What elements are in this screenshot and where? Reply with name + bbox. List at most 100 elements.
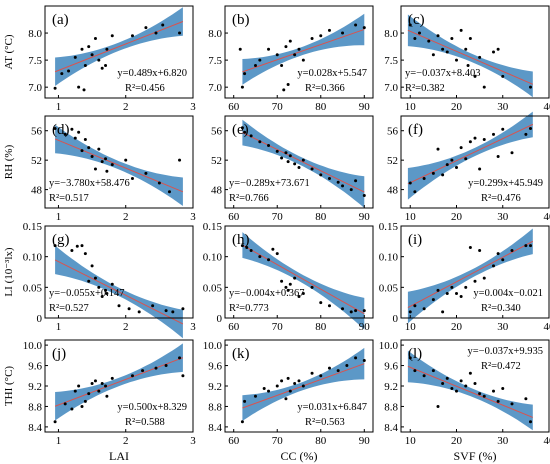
data-point	[271, 247, 275, 251]
r-squared: R²=0.456	[125, 83, 165, 94]
data-point	[110, 163, 114, 167]
x-axis-label: LAI	[109, 449, 129, 463]
data-point	[354, 309, 358, 313]
y-tick-label: 8.4	[208, 422, 222, 434]
data-point	[501, 127, 505, 131]
data-point	[284, 397, 288, 401]
x-tick-label: 10	[405, 321, 417, 333]
data-point	[492, 50, 495, 54]
data-point	[319, 374, 323, 378]
data-point	[293, 381, 297, 385]
data-point	[249, 134, 253, 138]
data-point	[90, 381, 94, 385]
x-tick-label: 90	[359, 321, 371, 333]
x-tick-label: 20	[451, 101, 463, 113]
x-tick-label: 40	[544, 321, 550, 333]
data-point	[178, 31, 182, 35]
data-point	[253, 394, 257, 398]
data-point	[70, 407, 74, 411]
data-point	[327, 366, 331, 370]
data-point	[253, 64, 257, 68]
panel-label: (i)	[408, 232, 422, 248]
data-point	[464, 47, 468, 51]
panel-label: (g)	[52, 232, 70, 248]
fit-line	[407, 29, 534, 85]
x-tick-label: 80	[315, 211, 327, 223]
x-tick-label: 80	[315, 435, 327, 447]
data-point	[319, 301, 323, 305]
data-point	[496, 47, 500, 51]
y-tick-label: 0	[393, 313, 399, 325]
data-point	[167, 190, 171, 194]
data-point	[431, 171, 435, 175]
data-point	[501, 74, 505, 78]
data-point	[137, 310, 141, 314]
data-point	[427, 39, 431, 43]
data-point	[90, 154, 94, 158]
data-point	[144, 171, 148, 175]
r-squared: R²=0.366	[305, 83, 345, 94]
data-point	[413, 369, 417, 373]
y-tick-label: 7.5	[384, 55, 398, 67]
data-point	[529, 85, 532, 89]
data-point	[105, 47, 109, 51]
data-point	[310, 371, 314, 375]
data-point	[362, 26, 366, 30]
confidence-band	[242, 119, 365, 208]
panel-j: 1 2 3 8.4 8.8 9.2 9.6 10.0 (j) y=0.500x+8.329 R²=0…	[3, 339, 196, 463]
data-point	[100, 160, 104, 164]
data-point	[82, 88, 86, 92]
x-tick-label: 1	[56, 435, 62, 447]
data-point	[354, 179, 358, 183]
data-point	[104, 157, 108, 161]
data-point	[267, 47, 271, 51]
data-point	[455, 291, 458, 295]
data-point	[473, 381, 477, 385]
data-point	[341, 184, 345, 188]
data-point	[161, 23, 165, 27]
x-tick-label: 40	[544, 435, 550, 447]
x-tick-label: 3	[190, 211, 196, 223]
data-point	[280, 156, 284, 160]
data-point	[63, 132, 67, 136]
data-point	[238, 47, 242, 51]
panel-l: 10 20 30 40 8.4 8.8 9.2 9.6 10.0 (l) y=−0.037x+9.9…	[379, 339, 550, 463]
data-point	[501, 387, 505, 391]
data-point	[408, 181, 412, 185]
r-squared: R²=0.382	[405, 83, 445, 94]
y-tick-label: 10.0	[23, 340, 43, 352]
x-tick-label: 2	[123, 321, 129, 333]
fit-line	[407, 365, 534, 418]
data-point	[408, 23, 412, 27]
panel-label: (f)	[408, 122, 423, 138]
plot-frame	[224, 225, 374, 319]
data-point	[297, 295, 301, 299]
data-point	[422, 374, 426, 378]
panel-h: 60 70 80 90 0 0.05 0.10 0.15 (h) y=−0.004x+0.367 R…	[203, 221, 374, 333]
y-tick-label: 0.10	[23, 252, 43, 264]
data-point	[105, 169, 109, 173]
x-tick-label: 1	[56, 321, 62, 333]
data-point	[164, 309, 168, 313]
data-point	[422, 177, 426, 181]
data-point	[450, 387, 454, 391]
y-tick-label: 9.2	[28, 381, 42, 393]
data-point	[297, 166, 301, 170]
y-tick-label: 8.0	[28, 28, 42, 40]
data-point	[97, 285, 101, 289]
y-tick-label: 0.15	[23, 221, 43, 233]
data-point	[178, 158, 182, 162]
data-point	[80, 404, 84, 408]
data-point	[83, 64, 87, 68]
data-point	[286, 376, 290, 380]
data-point	[67, 69, 71, 73]
y-tick-label: 8.0	[208, 28, 222, 40]
y-tick-label: 48	[211, 185, 223, 197]
data-point	[524, 244, 528, 248]
r-squared: R²=0.588	[125, 417, 165, 428]
fit-line	[242, 28, 365, 73]
data-point	[362, 358, 366, 362]
data-point	[436, 147, 440, 151]
data-point	[97, 147, 101, 151]
data-point	[275, 53, 279, 57]
